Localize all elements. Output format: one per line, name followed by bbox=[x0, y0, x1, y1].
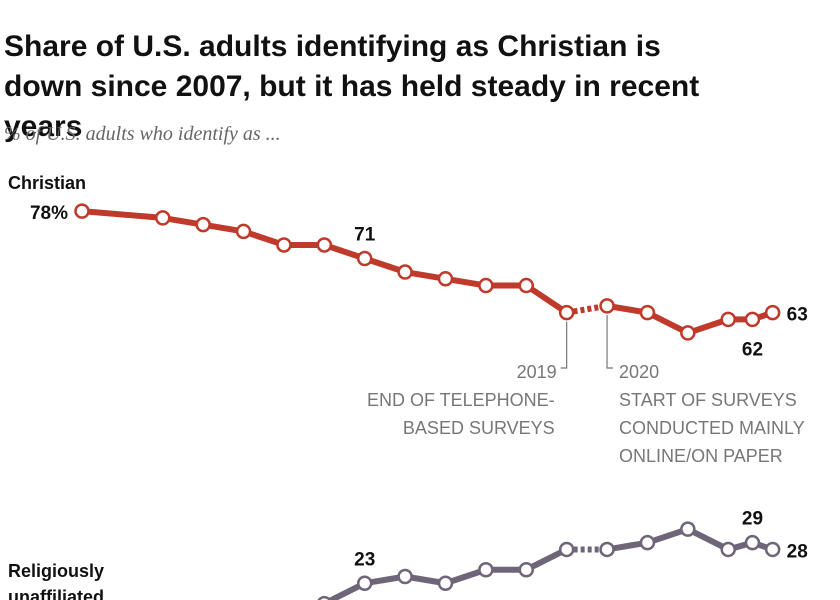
marker bbox=[235, 223, 252, 240]
marker bbox=[744, 534, 761, 551]
marker bbox=[599, 541, 615, 558]
value-label: 71 bbox=[354, 224, 376, 245]
annotation-text: END OF TELEPHONE- bbox=[367, 390, 555, 410]
marker bbox=[744, 311, 761, 328]
series-label: Christian bbox=[8, 173, 86, 193]
annotation-year: 2020 bbox=[619, 362, 659, 382]
marker bbox=[397, 568, 413, 585]
marker bbox=[599, 298, 615, 314]
marker bbox=[356, 250, 373, 267]
marker bbox=[680, 325, 696, 341]
annotation-leader bbox=[560, 321, 568, 369]
marker bbox=[356, 575, 373, 592]
marker bbox=[437, 575, 454, 592]
marker bbox=[276, 237, 292, 253]
marker bbox=[558, 304, 575, 321]
marker bbox=[195, 216, 211, 233]
marker bbox=[558, 541, 575, 558]
annotation-year: 2019 bbox=[517, 362, 557, 382]
chart-title: Share of U.S. adults identifying as Chri… bbox=[4, 30, 699, 143]
marker bbox=[680, 521, 696, 537]
marker bbox=[74, 203, 90, 219]
marker bbox=[397, 264, 413, 280]
annotation-text: BASED SURVEYS bbox=[403, 418, 555, 438]
annotation-leader bbox=[606, 314, 614, 369]
marker bbox=[720, 541, 736, 558]
marker bbox=[478, 277, 494, 294]
marker bbox=[518, 277, 535, 294]
marker bbox=[478, 561, 494, 578]
marker bbox=[764, 304, 781, 321]
value-label: 78% bbox=[30, 203, 68, 224]
value-label: 23 bbox=[354, 549, 375, 570]
marker bbox=[639, 534, 656, 551]
marker bbox=[317, 595, 332, 600]
marker bbox=[639, 304, 656, 321]
chart-subtitle: % of U.S. adults who identify as ... bbox=[4, 123, 281, 145]
marker bbox=[437, 271, 454, 287]
annotation-text: START OF SURVEYS bbox=[619, 390, 797, 410]
annotation-text: CONDUCTED MAINLY bbox=[619, 418, 805, 438]
marker bbox=[720, 311, 736, 328]
marker bbox=[518, 561, 535, 578]
marker bbox=[764, 541, 781, 558]
value-label: 29 bbox=[742, 509, 763, 530]
value-label: 62 bbox=[742, 339, 763, 360]
annotation-text: ONLINE/ON PAPER bbox=[619, 446, 783, 466]
marker bbox=[316, 237, 333, 253]
value-label: 28 bbox=[787, 541, 808, 562]
line bbox=[81, 208, 569, 316]
marker bbox=[155, 210, 171, 226]
series-label: Religiously unaffiliated bbox=[8, 561, 104, 600]
value-label: 63 bbox=[787, 305, 808, 326]
